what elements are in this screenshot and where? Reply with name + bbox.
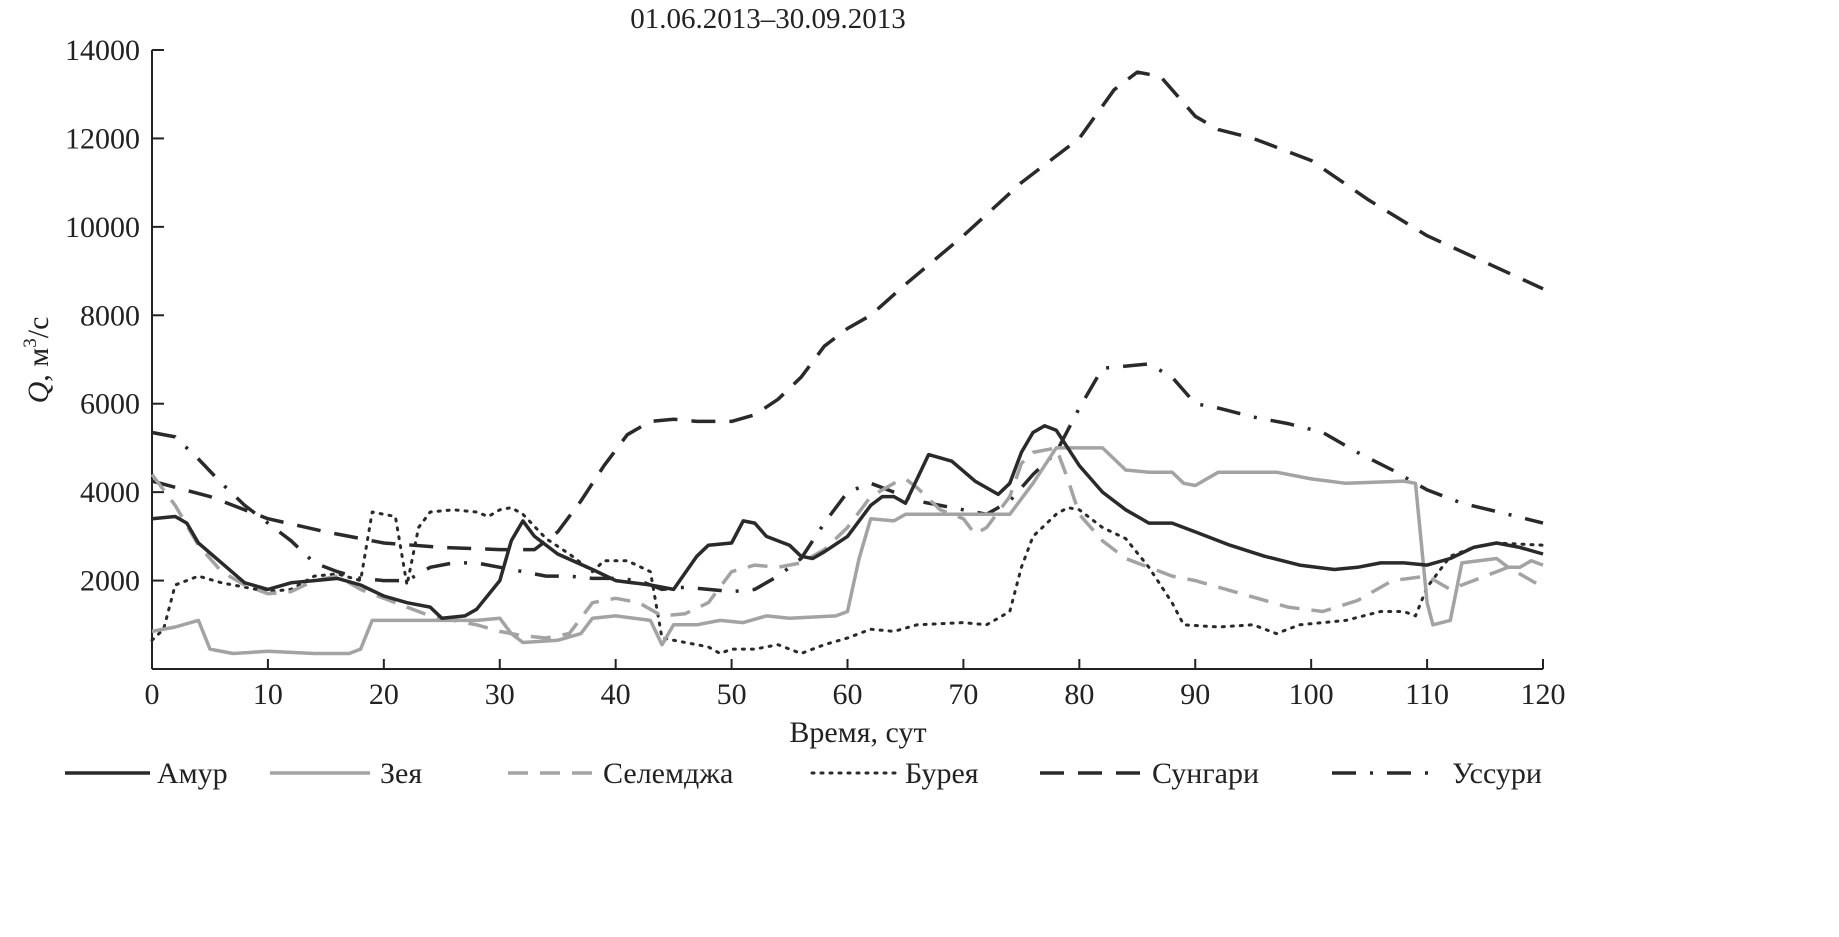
- x-tick-label: 80: [1064, 678, 1094, 711]
- y-axis-label-sup: 3: [20, 338, 41, 348]
- y-tick-label: 10000: [65, 211, 140, 244]
- x-tick-label: 70: [948, 678, 978, 711]
- axes: 0 10 20 30 40 50 60 70 80 90 100 110 120 2000 4000 6000…: [65, 34, 1566, 711]
- legend-label: Сунгари: [1152, 757, 1259, 790]
- x-tick-label: 0: [145, 678, 160, 711]
- y-tick-label: 12000: [65, 122, 140, 155]
- legend: Амур Зея Селемджа Бурея Сунгари Уссури: [65, 757, 1542, 790]
- series-line-1: [151, 424, 1544, 620]
- legend-label: Селемджа: [603, 757, 733, 790]
- y-tick-label: 8000: [80, 299, 140, 332]
- y-tick-label: 6000: [80, 388, 140, 421]
- legend-label: Бурея: [905, 757, 979, 790]
- series-line-6: [151, 362, 1544, 594]
- y-tick-label: 2000: [80, 565, 140, 598]
- y-axis-label-symbol: Q: [22, 381, 55, 403]
- x-tick-label: 30: [485, 678, 515, 711]
- x-tick-label: 10: [253, 678, 283, 711]
- series-line-5: [151, 70, 1544, 552]
- series-line-4: [150, 506, 1545, 655]
- y-axis-label-units: , м: [22, 348, 55, 382]
- y-axis-label: Q, м3/с: [20, 317, 55, 404]
- x-tick-label: 50: [717, 678, 747, 711]
- y-axis-label-tail: /с: [22, 317, 55, 339]
- x-tick-label: 60: [833, 678, 863, 711]
- series-line-3: [150, 446, 1544, 640]
- series-line-2: [151, 446, 1544, 656]
- y-tick-label: 14000: [65, 34, 140, 67]
- x-tick-label: 20: [369, 678, 399, 711]
- x-axis-label: Время, сут: [789, 716, 926, 749]
- x-tick-label: 90: [1180, 678, 1210, 711]
- y-tick-label: 4000: [80, 476, 140, 509]
- x-tick-label: 40: [601, 678, 631, 711]
- legend-label: Уссури: [1452, 757, 1542, 790]
- x-tick-label: 110: [1405, 678, 1449, 711]
- chart-title: 01.06.2013–30.09.2013: [630, 3, 906, 35]
- legend-label: Зея: [380, 757, 422, 790]
- series-lines: [150, 70, 1545, 656]
- x-tick-label: 100: [1289, 678, 1334, 711]
- legend-label: Амур: [157, 757, 228, 790]
- x-tick-label: 120: [1521, 678, 1566, 711]
